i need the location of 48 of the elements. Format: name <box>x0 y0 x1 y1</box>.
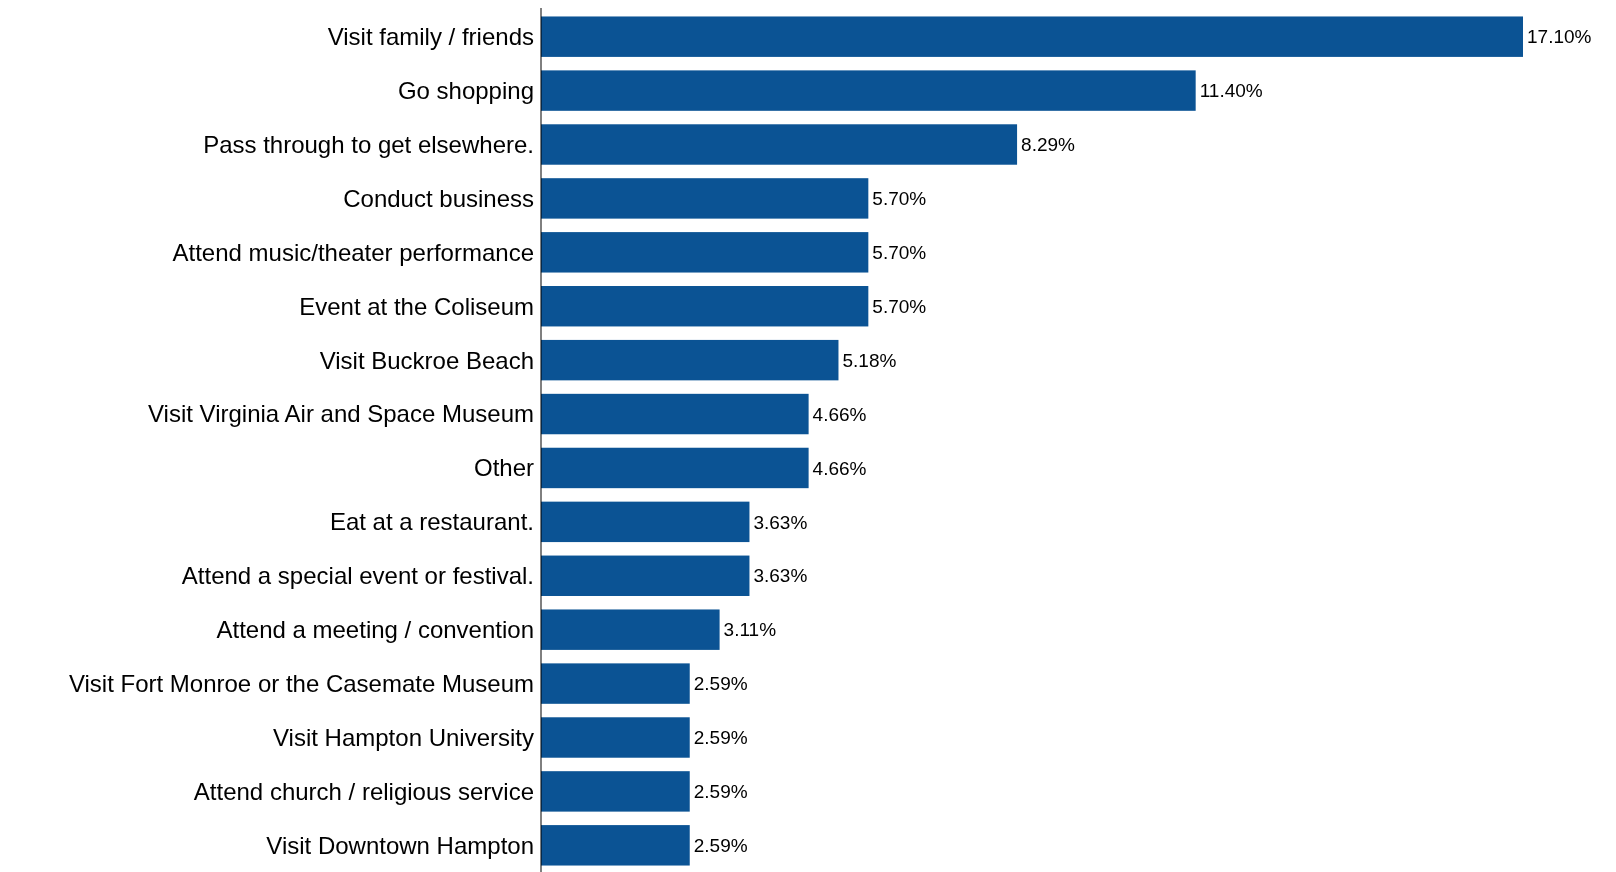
data-label: 5.70% <box>872 241 927 263</box>
y-tick-label: Eat at a restaurant. <box>329 508 534 536</box>
data-label: 5.70% <box>872 188 927 210</box>
y-tick-label: Pass through to get elsewhere. <box>203 130 534 158</box>
y-tick-label: Event at the Coliseum <box>299 292 534 320</box>
data-label: 3.63% <box>753 565 808 587</box>
bar <box>541 232 869 273</box>
y-tick-label: Visit Buckroe Beach <box>319 346 534 374</box>
data-label: 2.59% <box>693 834 748 856</box>
data-label: 2.59% <box>693 727 748 749</box>
bar <box>541 178 869 219</box>
y-tick-label: Attend music/theater performance <box>172 238 534 266</box>
bar <box>541 501 750 543</box>
bar <box>541 717 690 758</box>
y-tick-label: Visit family / friends <box>327 23 534 51</box>
data-label: 5.70% <box>872 295 927 317</box>
y-tick-label: Attend a meeting / convention <box>216 616 534 644</box>
y-tick-label: Conduct business <box>343 184 534 212</box>
y-tick-label: Visit Hampton University <box>273 723 534 751</box>
y-tick-label: Visit Virginia Air and Space Museum <box>148 400 534 428</box>
bar <box>541 663 690 704</box>
y-tick-label: Attend church / religious service <box>193 777 534 805</box>
data-label: 4.66% <box>812 403 867 425</box>
data-label: 8.29% <box>1021 134 1076 156</box>
bar <box>541 447 809 489</box>
data-label: 5.18% <box>842 349 897 371</box>
data-label: 3.11% <box>723 619 777 641</box>
y-tick-label: Visit Downtown Hampton <box>266 831 534 859</box>
data-label: 3.63% <box>753 511 808 533</box>
y-tick-label: Attend a special event or festival. <box>181 562 534 590</box>
data-label: 2.59% <box>693 673 748 695</box>
bar <box>541 555 750 596</box>
bar <box>541 825 690 866</box>
bar <box>541 771 690 812</box>
bar <box>541 286 869 327</box>
bar <box>541 70 1196 111</box>
data-label: 4.66% <box>812 457 867 479</box>
bar <box>541 609 720 650</box>
y-tick-label: Other <box>473 454 534 482</box>
bar <box>541 124 1018 165</box>
y-tick-label: Go shopping <box>397 76 534 104</box>
bar <box>541 393 809 435</box>
data-label: 11.40% <box>1199 80 1263 102</box>
bar <box>541 16 1523 57</box>
y-tick-label: Visit Fort Monroe or the Casemate Museum <box>68 669 534 697</box>
data-label: 2.59% <box>693 781 748 803</box>
data-label: 17.10% <box>1527 26 1592 48</box>
bar <box>541 339 839 381</box>
